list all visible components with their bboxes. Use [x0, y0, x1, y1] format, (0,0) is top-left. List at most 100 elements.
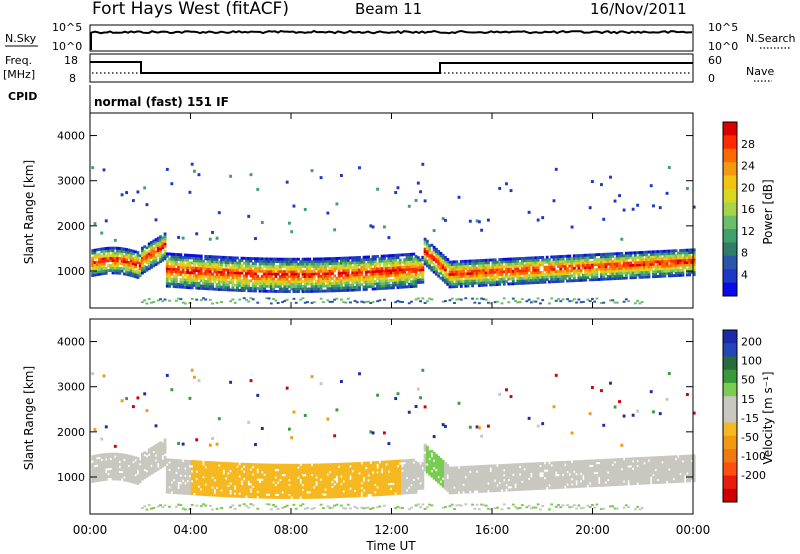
- velocity-cell: [401, 471, 404, 475]
- velocity-cell: [251, 478, 255, 481]
- power-cell: [125, 258, 129, 261]
- velocity-cell: [378, 505, 382, 508]
- power-cell: [423, 240, 427, 244]
- power-cell: [301, 260, 305, 264]
- power-cell: [163, 234, 167, 238]
- velocity-cell: [125, 466, 129, 470]
- power-cell: [645, 260, 649, 264]
- power-cell: [319, 274, 323, 278]
- power-cell: [281, 290, 285, 293]
- velocity-cell: [297, 491, 300, 494]
- power-cell: [100, 231, 104, 235]
- velocity-cell: [215, 466, 219, 470]
- power-cell: [419, 268, 422, 272]
- power-cell: [457, 270, 461, 274]
- power-cell: [482, 266, 486, 270]
- power-cell: [557, 277, 560, 281]
- velocity-cell: [145, 409, 149, 413]
- velocity-cell: [156, 457, 160, 461]
- velocity-cell: [351, 467, 355, 471]
- velocity-cell: [161, 462, 165, 466]
- velocity-cell: [398, 464, 402, 468]
- power-cell: [116, 254, 119, 258]
- power-cell: [428, 244, 432, 248]
- velocity-cell: [364, 481, 368, 485]
- power-cell: [529, 278, 533, 282]
- power-cell: [104, 259, 108, 263]
- power-cell: [586, 298, 590, 301]
- velocity-cell: [193, 462, 196, 466]
- velocity-cell: [222, 481, 226, 485]
- velocity-cell: [369, 473, 373, 477]
- velocity-cell: [342, 507, 346, 510]
- power-cell: [249, 279, 253, 283]
- velocity-cell: [197, 467, 201, 471]
- power-cell: [615, 277, 619, 280]
- velocity-cell: [369, 476, 373, 480]
- velocity-cell: [217, 481, 221, 485]
- velocity-cell: [188, 472, 192, 476]
- power-cell: [104, 266, 108, 270]
- velocity-cell: [254, 493, 257, 496]
- power-cell: [285, 280, 289, 284]
- velocity-cell: [168, 483, 171, 487]
- power-cell: [226, 288, 230, 292]
- power-cell: [306, 257, 309, 261]
- power-cell: [649, 260, 653, 264]
- power-cell: [208, 280, 212, 283]
- velocity-cell: [127, 479, 131, 483]
- power-cell: [638, 256, 642, 259]
- velocity-cell: [95, 454, 99, 458]
- power-cell: [679, 263, 683, 267]
- power-cell: [141, 246, 144, 250]
- velocity-cell: [410, 466, 413, 470]
- power-cell: [315, 260, 318, 263]
- velocity-cell: [362, 491, 366, 495]
- power-cell: [326, 282, 330, 285]
- power-cell: [134, 257, 138, 261]
- power-cell: [324, 272, 328, 276]
- power-cell: [177, 235, 181, 239]
- power-cell: [462, 274, 465, 278]
- power-cell: [170, 270, 174, 273]
- power-cell: [362, 278, 366, 282]
- velocity-cell: [224, 464, 228, 468]
- power-cell: [500, 302, 504, 305]
- power-cell: [269, 265, 273, 268]
- velocity-cell: [229, 494, 233, 498]
- power-cell: [141, 259, 144, 263]
- power-cell: [179, 260, 183, 264]
- velocity-cell: [276, 463, 280, 467]
- power-cell: [380, 269, 384, 273]
- power-cell: [197, 256, 201, 260]
- velocity-cell: [407, 476, 411, 480]
- power-cell: [414, 272, 418, 276]
- velocity-cell: [339, 504, 343, 507]
- power-cell: [202, 264, 205, 268]
- power-cell: [633, 302, 637, 305]
- velocity-cell: [174, 488, 178, 492]
- power-cell: [473, 261, 477, 265]
- velocity-cell: [217, 479, 221, 482]
- velocity-cell: [412, 476, 416, 479]
- power-cell: [584, 271, 588, 275]
- velocity-cell: [326, 475, 330, 479]
- nsearch-tick-bottom: 10^0: [708, 40, 738, 53]
- power-cell: [595, 253, 599, 257]
- velocity-cell: [285, 476, 289, 480]
- velocity-cell: [235, 474, 239, 478]
- velocity-cell: [183, 508, 187, 511]
- velocity-cell: [226, 462, 230, 466]
- power-cell: [532, 278, 536, 282]
- velocity-cell: [344, 482, 348, 486]
- power-cell: [448, 268, 452, 271]
- velocity-cell: [330, 475, 334, 479]
- velocity-cell: [217, 484, 221, 487]
- velocity-cell: [206, 470, 210, 474]
- power-cell: [193, 279, 196, 282]
- velocity-cell: [290, 473, 294, 477]
- power-cell: [319, 267, 323, 271]
- power-cell: [312, 267, 316, 271]
- power-cell: [505, 260, 508, 264]
- power-cell: [297, 280, 300, 284]
